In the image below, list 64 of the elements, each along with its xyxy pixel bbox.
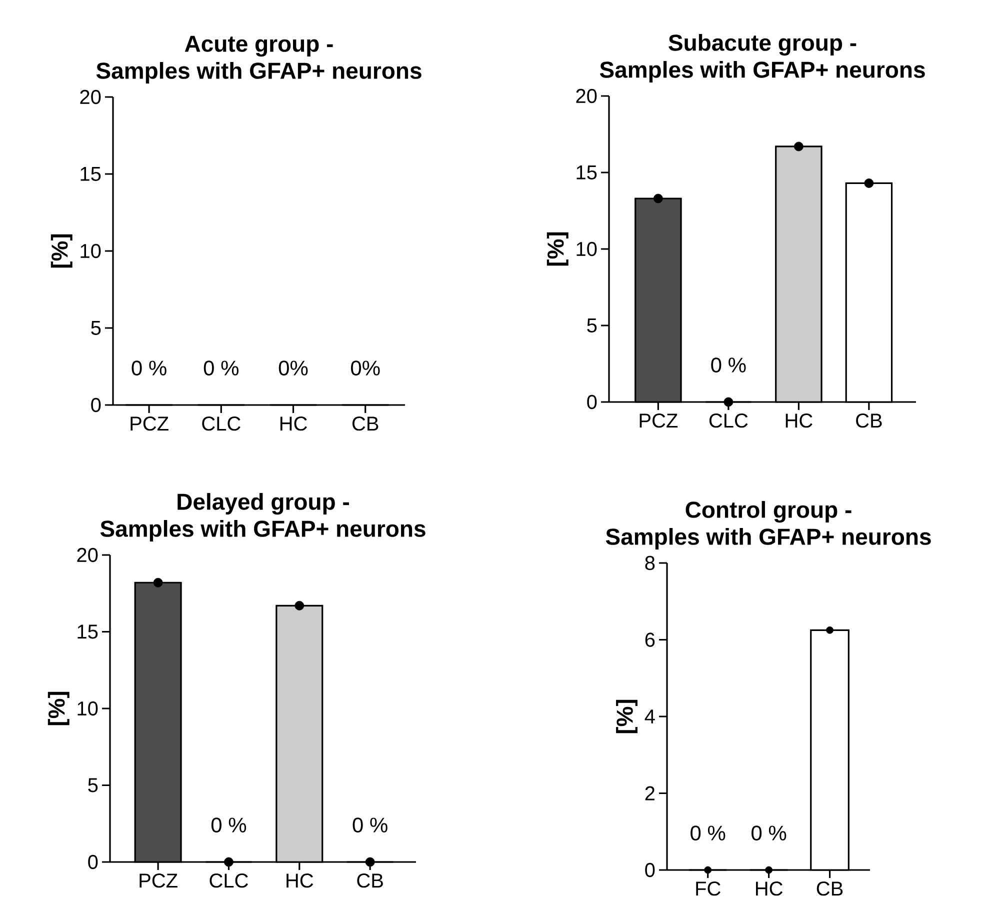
y-tick-label: 5 [587,318,597,332]
annotation: 0% [350,360,380,376]
chart-subtitle: Samples with GFAP+ neurons [600,61,925,82]
y-tick-label: 15 [80,167,101,181]
y-tick-label: 0 [88,854,98,870]
chart-title: Control group - [686,501,852,523]
x-tick-label: CB [352,416,378,431]
annotation: 0 % [690,826,726,840]
x-tick-label: HC [786,414,812,428]
y-tick-label: 0 [645,862,655,878]
y-tick-label: 0 [91,398,101,412]
chart-subtitle: Samples with GFAP+ neurons [606,528,931,550]
annotation: 0 % [204,360,238,376]
point [724,397,734,407]
y-tick-label: 10 [78,701,98,716]
y-tick-label: 5 [88,778,98,792]
y-tick-label: 0 [587,394,597,410]
x-tick-label: PCZ [130,416,168,431]
y-tick-label: 20 [80,90,101,104]
annotation: 0 % [711,358,746,372]
y-tick-label: 10 [576,242,597,256]
x-tick-label: PCZ [640,414,678,428]
y-tick-label: 15 [576,166,597,180]
y-tick-label: 8 [645,556,655,570]
x-tick-label: CB [357,874,383,888]
y-axis-title: [%] [50,234,72,268]
x-tick-label: CB [856,414,882,428]
x-tick-label: HC [756,882,782,896]
y-tick-label: 5 [91,321,101,335]
point [153,578,163,588]
x-tick-label: CLC [210,874,248,888]
annotation: 0 % [352,818,388,832]
chart-subtitle: Samples with GFAP+ neurons [100,520,426,542]
x-tick-label: PCZ [140,874,178,888]
chart-title: Delayed group - [178,493,349,515]
chart-title: Subacute group - [668,34,856,56]
y-axis-title: [%] [616,700,638,734]
point [294,600,304,610]
x-tick-label: FC [696,882,720,896]
annotation: 0 % [752,826,786,840]
y-tick-label: 20 [576,88,597,104]
y-tick-label: 20 [77,548,98,562]
point [224,857,234,867]
y-tick-label: 6 [645,632,655,647]
y-tick-label: 4 [644,710,655,724]
x-tick-label: CLC [709,414,748,428]
y-tick-label: 10 [80,244,101,258]
x-tick-label: HC [286,874,314,888]
point [864,178,874,188]
y-axis-title: [%] [546,232,568,266]
annotation: 0 % [132,360,166,376]
y-tick-label: 2 [645,786,654,800]
point [365,857,375,867]
x-tick-label: HC [280,416,307,431]
chart-title: Acute group - [184,36,333,57]
chart-subtitle: Samples with GFAP+ neurons [96,62,422,84]
y-axis-title: [%] [48,692,70,726]
x-tick-label: CB [816,882,843,896]
x-tick-label: CLC [202,416,240,431]
annotation: 0 % [211,818,246,832]
y-tick-label: 15 [78,624,98,639]
annotation: 0% [278,360,308,376]
point [794,142,804,152]
point [653,194,663,204]
